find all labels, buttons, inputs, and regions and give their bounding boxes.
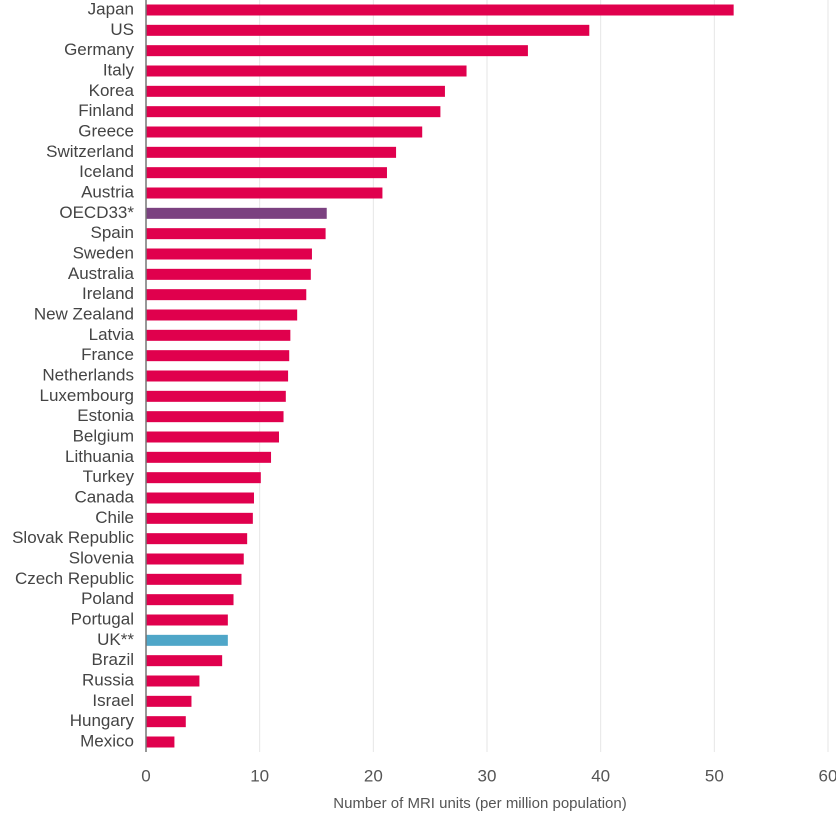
y-tick-label: France xyxy=(81,345,134,364)
y-tick-label: Israel xyxy=(92,691,134,710)
x-tick-label: 10 xyxy=(250,766,269,785)
bar xyxy=(146,350,290,362)
bar xyxy=(146,411,284,423)
y-tick-label: Korea xyxy=(89,81,135,100)
bar xyxy=(146,573,242,585)
bar xyxy=(146,512,253,524)
y-tick-label: Sweden xyxy=(73,243,134,262)
y-tick-label: Japan xyxy=(88,0,134,18)
y-tick-label: Italy xyxy=(103,60,135,79)
y-tick-label: UK** xyxy=(97,630,134,649)
y-tick-label: Greece xyxy=(78,121,134,140)
x-tick-label: 20 xyxy=(364,766,383,785)
bar xyxy=(146,228,326,240)
bar xyxy=(146,248,312,260)
x-axis-label: Number of MRI units (per million populat… xyxy=(333,795,626,812)
y-tick-label: Latvia xyxy=(89,325,135,344)
bar xyxy=(146,736,175,748)
y-tick-label: Finland xyxy=(78,101,134,120)
y-tick-label: Slovenia xyxy=(69,548,135,567)
x-tick-label: 60 xyxy=(819,766,836,785)
y-tick-label: Lithuania xyxy=(65,447,135,466)
bar xyxy=(146,472,261,484)
bar xyxy=(146,45,528,57)
x-tick-label: 40 xyxy=(591,766,610,785)
y-tick-label: Chile xyxy=(95,508,134,527)
y-tick-label: Austria xyxy=(81,182,134,201)
bar xyxy=(146,207,327,219)
bar xyxy=(146,167,387,179)
y-tick-label: Luxembourg xyxy=(39,386,134,405)
y-tick-label: Turkey xyxy=(83,467,135,486)
y-tick-label: Netherlands xyxy=(42,365,134,384)
bar xyxy=(146,655,223,667)
x-tick-label: 30 xyxy=(478,766,497,785)
bar xyxy=(146,553,244,565)
bar xyxy=(146,268,311,280)
bar xyxy=(146,146,397,158)
bar xyxy=(146,451,272,463)
y-tick-label: OECD33* xyxy=(59,203,134,222)
bar xyxy=(146,106,441,118)
y-tick-label: Brazil xyxy=(91,650,134,669)
y-tick-label: Slovak Republic xyxy=(12,528,134,547)
bar xyxy=(146,634,228,646)
bar xyxy=(146,594,234,606)
y-tick-label: Russia xyxy=(82,670,135,689)
bar xyxy=(146,4,734,16)
y-tick-label: Switzerland xyxy=(46,142,134,161)
y-tick-label: US xyxy=(110,20,134,39)
y-tick-label: Australia xyxy=(68,264,135,283)
bar xyxy=(146,431,279,443)
y-tick-label: Czech Republic xyxy=(15,569,135,588)
y-tick-label: Iceland xyxy=(79,162,134,181)
bar xyxy=(146,695,192,707)
bar xyxy=(146,187,383,199)
y-tick-label: Germany xyxy=(64,40,134,59)
y-tick-label: Ireland xyxy=(82,284,134,303)
y-tick-label: Canada xyxy=(74,487,134,506)
bar xyxy=(146,492,254,504)
bar xyxy=(146,390,286,402)
y-tick-label: Mexico xyxy=(80,731,134,750)
y-tick-label: Portugal xyxy=(71,609,134,628)
bar xyxy=(146,329,291,341)
y-tick-label: Estonia xyxy=(77,406,134,425)
bar xyxy=(146,24,590,36)
bar xyxy=(146,675,200,687)
x-tick-label: 0 xyxy=(141,766,150,785)
bar xyxy=(146,614,228,626)
y-tick-label: Belgium xyxy=(73,426,134,445)
y-tick-label: Hungary xyxy=(70,711,135,730)
bar xyxy=(146,716,186,728)
bar xyxy=(146,533,248,545)
y-tick-label: Spain xyxy=(91,223,134,242)
bar xyxy=(146,370,289,382)
x-tick-label: 50 xyxy=(705,766,724,785)
bar xyxy=(146,126,423,138)
y-tick-label: Poland xyxy=(81,589,134,608)
bar xyxy=(146,85,445,97)
bar xyxy=(146,65,467,77)
bar xyxy=(146,309,298,321)
bar xyxy=(146,289,307,301)
y-tick-label: New Zealand xyxy=(34,304,134,323)
